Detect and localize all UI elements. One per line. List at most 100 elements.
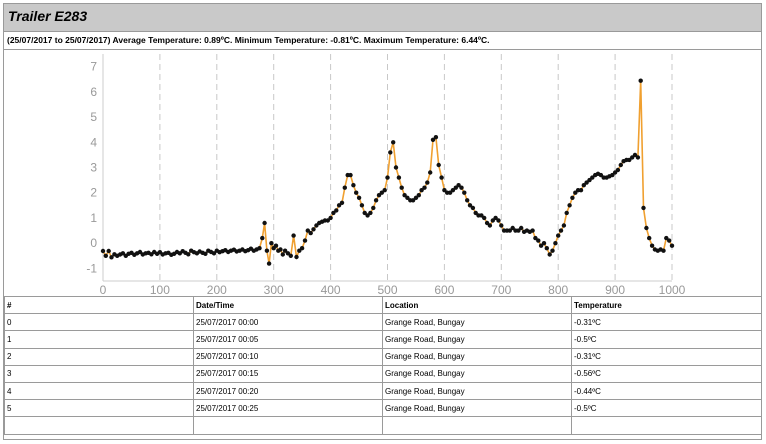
cell-location: Grange Road, Bungay <box>382 330 572 349</box>
data-point <box>484 220 490 226</box>
data-point <box>308 230 313 236</box>
y-tick-label: 4 <box>90 135 97 149</box>
x-tick-label: 600 <box>434 283 454 297</box>
report-panel: Trailer E283 (25/07/2017 to 25/07/2017) … <box>3 3 762 440</box>
data-point <box>459 185 464 190</box>
data-point <box>428 170 433 175</box>
cell-index: 4 <box>4 381 194 401</box>
data-point <box>615 167 621 173</box>
y-tick-label: -1 <box>86 261 97 275</box>
data-point <box>413 195 419 200</box>
data-point <box>109 255 114 260</box>
cell-datetime <box>193 416 383 435</box>
data-point <box>356 195 362 200</box>
data-point <box>342 185 347 190</box>
data-point <box>103 253 109 258</box>
data-point <box>393 165 399 170</box>
column-header-temperature: Temperature <box>571 295 762 315</box>
data-point <box>450 188 456 193</box>
cell-index: 0 <box>4 313 194 332</box>
x-tick-label: 300 <box>264 283 284 297</box>
y-tick-label: 2 <box>90 186 97 200</box>
data-point <box>325 218 330 223</box>
y-tick-label: 1 <box>90 211 97 225</box>
data-point <box>405 195 410 200</box>
data-point <box>305 228 310 233</box>
data-point <box>339 200 345 205</box>
data-point <box>211 251 217 256</box>
data-point <box>299 246 305 251</box>
data-point <box>612 170 618 175</box>
data-point <box>422 185 427 190</box>
data-point <box>331 210 336 216</box>
data-point <box>644 225 649 231</box>
data-point <box>379 190 384 195</box>
data-point <box>297 248 302 253</box>
data-point <box>439 175 444 180</box>
data-point <box>278 247 283 252</box>
data-point <box>362 210 367 216</box>
data-point <box>493 215 498 221</box>
x-tick-label: 0 <box>100 283 107 297</box>
table-row: 3 25/07/2017 00:15 Grange Road, Bungay -0.5… <box>4 364 762 383</box>
data-point <box>453 185 458 190</box>
data-point <box>336 203 342 208</box>
cell-index: 2 <box>4 347 194 366</box>
data-point <box>402 193 407 198</box>
title-bar: Trailer E283 <box>4 4 761 32</box>
data-point <box>553 241 558 246</box>
data-point <box>510 225 515 231</box>
y-tick-label: 7 <box>90 60 97 74</box>
data-point <box>382 188 387 193</box>
data-point <box>257 246 262 251</box>
table-row: 1 25/07/2017 00:05 Grange Road, Bungay -0.5… <box>4 330 762 349</box>
cell-location: Grange Road, Bungay <box>382 399 572 418</box>
data-point <box>371 205 376 211</box>
data-point <box>547 252 552 257</box>
cell-location: Grange Road, Bungay <box>382 313 572 332</box>
column-header-index: # <box>4 295 194 315</box>
data-point <box>262 220 267 226</box>
temperature-summary: (25/07/2017 to 25/07/2017) Average Tempe… <box>4 32 761 50</box>
data-point <box>294 254 299 260</box>
data-point <box>410 198 416 203</box>
data-point <box>456 183 461 188</box>
readings-table-container: # Date/Time Location Temperature 0 25/07/201… <box>4 295 762 435</box>
data-point <box>120 251 126 256</box>
data-point <box>264 248 270 253</box>
data-point <box>359 203 365 208</box>
cell-temperature: -0.31ºC <box>571 347 762 366</box>
data-point <box>291 233 296 238</box>
data-point <box>137 249 143 255</box>
data-point <box>667 238 672 243</box>
cell-index: 3 <box>4 364 194 383</box>
data-point <box>490 218 495 223</box>
data-point <box>487 223 493 228</box>
y-tick-label: 3 <box>90 161 97 175</box>
y-tick-label: 5 <box>90 110 97 124</box>
y-tick-label: 6 <box>90 85 97 99</box>
cell-datetime: 25/07/2017 00:05 <box>193 330 383 349</box>
data-point <box>334 208 339 213</box>
y-tick-label: 0 <box>90 236 97 250</box>
temperature-chart: -1 0 1 2 3 4 5 6 7 0 100 200 300 400 500 600 700 800 900 10… <box>4 50 761 300</box>
cell-temperature: -0.44ºC <box>571 381 762 401</box>
table-body: 0 25/07/2017 00:00 Grange Road, Bungay -0.3… <box>4 313 762 435</box>
column-header-location: Location <box>382 295 572 315</box>
data-point <box>285 251 291 256</box>
data-point <box>567 203 572 208</box>
data-point <box>641 205 646 211</box>
data-point <box>664 235 669 241</box>
data-point <box>282 248 288 253</box>
data-point <box>467 203 473 208</box>
data-point <box>638 78 643 83</box>
table-row: 2 25/07/2017 00:10 Grange Road, Bungay -0.3… <box>4 347 762 366</box>
data-point <box>425 180 430 185</box>
data-point <box>627 157 632 163</box>
data-point <box>558 228 564 233</box>
data-point <box>590 175 595 180</box>
data-point <box>496 218 501 223</box>
data-point <box>482 215 487 221</box>
data-point <box>399 185 404 190</box>
cell-temperature: -0.5ºC <box>571 399 762 418</box>
